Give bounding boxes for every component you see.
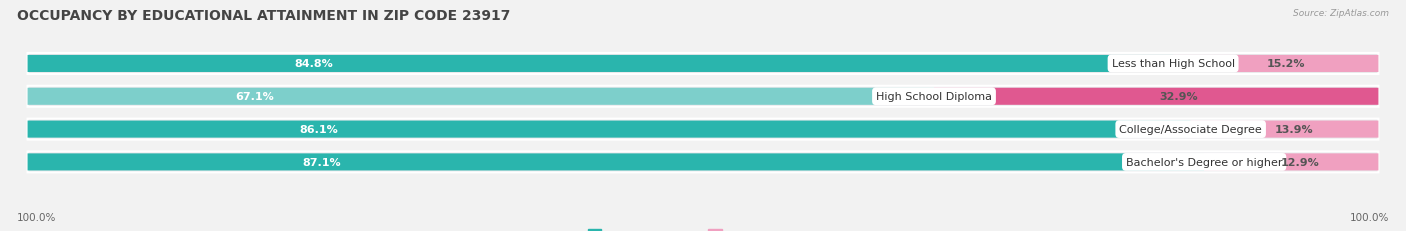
FancyBboxPatch shape (28, 54, 1378, 75)
Text: Bachelor's Degree or higher: Bachelor's Degree or higher (1126, 157, 1282, 167)
Text: 32.9%: 32.9% (1159, 92, 1198, 102)
Legend: Owner-occupied, Renter-occupied: Owner-occupied, Renter-occupied (583, 225, 823, 231)
Text: 87.1%: 87.1% (302, 157, 342, 167)
Text: 100.0%: 100.0% (17, 212, 56, 222)
Text: 67.1%: 67.1% (235, 92, 274, 102)
FancyBboxPatch shape (1204, 154, 1378, 171)
FancyBboxPatch shape (28, 56, 1173, 73)
Text: 84.8%: 84.8% (295, 59, 333, 69)
Text: 12.9%: 12.9% (1281, 157, 1319, 167)
Text: College/Associate Degree: College/Associate Degree (1119, 125, 1263, 134)
FancyBboxPatch shape (934, 88, 1378, 105)
FancyBboxPatch shape (28, 152, 1378, 173)
FancyBboxPatch shape (28, 154, 1204, 171)
Text: High School Diploma: High School Diploma (876, 92, 993, 102)
FancyBboxPatch shape (28, 88, 934, 105)
Text: 86.1%: 86.1% (299, 125, 337, 134)
Text: 13.9%: 13.9% (1275, 125, 1313, 134)
FancyBboxPatch shape (28, 121, 1191, 138)
Text: OCCUPANCY BY EDUCATIONAL ATTAINMENT IN ZIP CODE 23917: OCCUPANCY BY EDUCATIONAL ATTAINMENT IN Z… (17, 9, 510, 23)
FancyBboxPatch shape (1173, 56, 1378, 73)
FancyBboxPatch shape (1191, 121, 1378, 138)
Text: 15.2%: 15.2% (1267, 59, 1305, 69)
Text: Less than High School: Less than High School (1112, 59, 1234, 69)
FancyBboxPatch shape (28, 86, 1378, 107)
Text: Source: ZipAtlas.com: Source: ZipAtlas.com (1294, 9, 1389, 18)
FancyBboxPatch shape (28, 119, 1378, 140)
Text: 100.0%: 100.0% (1350, 212, 1389, 222)
